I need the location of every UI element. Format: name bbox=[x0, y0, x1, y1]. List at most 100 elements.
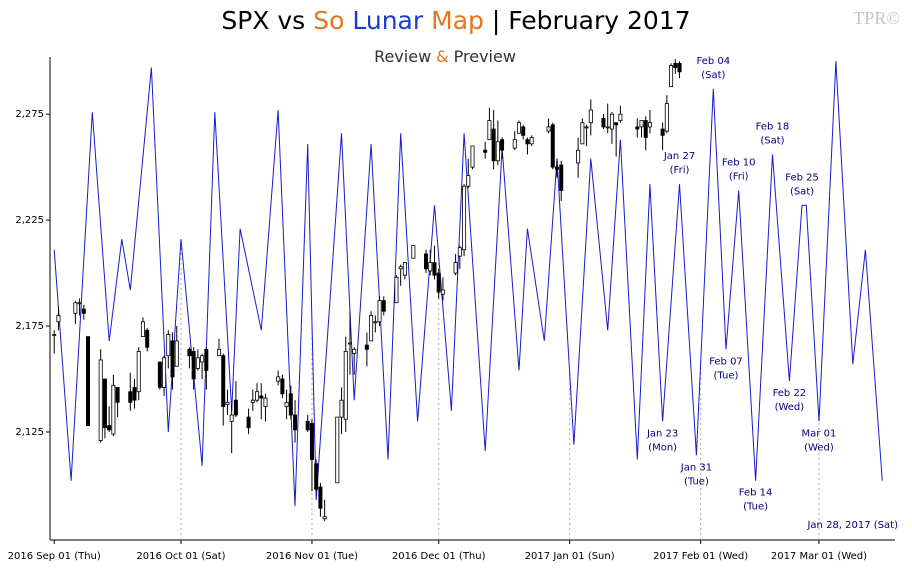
candle-body bbox=[609, 113, 614, 130]
y-tick-label: 2,175 bbox=[15, 321, 44, 332]
candle-body bbox=[394, 276, 399, 304]
annotation: Jan 27 bbox=[663, 151, 695, 162]
candle-body bbox=[487, 120, 492, 141]
x-tick-label: 2016 Oct 01 (Sat) bbox=[136, 551, 225, 562]
title-part: So bbox=[313, 6, 344, 35]
x-tick-label: 2016 Sep 01 (Thu) bbox=[8, 551, 101, 562]
candle-body bbox=[576, 149, 581, 164]
candle-body bbox=[233, 399, 238, 416]
subtitle-part: Review bbox=[374, 47, 431, 66]
candle-body bbox=[255, 391, 260, 401]
candle-body bbox=[381, 300, 386, 312]
x-tick-label: 2017 Jan 01 (Sun) bbox=[525, 551, 615, 562]
candle-body bbox=[369, 315, 374, 342]
candle-body bbox=[107, 425, 112, 431]
annotation: Feb 25 bbox=[785, 172, 819, 183]
candle-body bbox=[525, 139, 530, 145]
candle-body bbox=[145, 329, 150, 348]
candle-body bbox=[436, 272, 441, 293]
subtitle-part: & bbox=[436, 47, 448, 66]
candle-body bbox=[229, 414, 234, 422]
candle-body bbox=[483, 149, 488, 153]
candle-body bbox=[601, 118, 606, 128]
candle-body bbox=[516, 122, 521, 134]
x-tick-label: 2017 Feb 01 (Wed) bbox=[653, 551, 748, 562]
annotation-sub: (Sat) bbox=[790, 186, 814, 197]
watermark: TPR© bbox=[853, 8, 900, 28]
candle-body bbox=[250, 399, 255, 403]
candle-body bbox=[318, 486, 323, 509]
candle-body bbox=[288, 393, 293, 416]
candle-body bbox=[529, 137, 534, 145]
chart-subtitle: Review & Preview bbox=[374, 47, 516, 66]
candle-body bbox=[86, 336, 91, 427]
candle-body bbox=[221, 355, 226, 407]
candle-body bbox=[512, 139, 517, 149]
y-tick-label: 2,225 bbox=[15, 215, 44, 226]
candle-body bbox=[440, 289, 445, 295]
annotation-sub: (Tue) bbox=[684, 476, 709, 487]
candle-body bbox=[398, 266, 403, 270]
title-part: | February 2017 bbox=[492, 6, 691, 35]
candle-body bbox=[618, 113, 623, 121]
x-tick-label: 2017 Mar 01 (Wed) bbox=[771, 551, 867, 562]
candle-body bbox=[140, 321, 145, 338]
candle-body bbox=[614, 122, 619, 126]
candle-body bbox=[588, 109, 593, 124]
candle-body bbox=[132, 387, 137, 401]
candle-body bbox=[225, 401, 230, 405]
annotation: Feb 07 bbox=[709, 356, 743, 367]
candle-body bbox=[352, 348, 357, 354]
candle-body bbox=[521, 126, 526, 136]
candle-body bbox=[669, 65, 674, 88]
candle-body bbox=[411, 245, 416, 259]
annotation-sub: (Wed) bbox=[775, 402, 805, 413]
candle-body bbox=[259, 395, 264, 399]
candle-body bbox=[364, 344, 369, 350]
chart-title: SPX vs So Lunar Map | February 2017 bbox=[221, 6, 690, 35]
candle-body bbox=[162, 357, 167, 388]
candle-body bbox=[677, 62, 682, 73]
candle-body bbox=[170, 340, 175, 378]
candle-body bbox=[664, 103, 669, 132]
candle-body bbox=[470, 145, 475, 168]
annotation-sub: (Fri) bbox=[670, 165, 690, 176]
candle-body bbox=[111, 384, 116, 435]
annotation-sub: (Sat) bbox=[701, 70, 725, 81]
candle-body bbox=[402, 262, 407, 276]
candle-body bbox=[491, 128, 496, 162]
candle-body bbox=[187, 348, 192, 357]
candle-body bbox=[322, 516, 327, 520]
candle-body bbox=[102, 378, 107, 429]
annotation: Mar 01 bbox=[802, 428, 837, 439]
annotation-sub: (Tue) bbox=[743, 502, 768, 513]
candle-body bbox=[495, 141, 500, 162]
candle-body bbox=[216, 348, 221, 357]
candle-body bbox=[639, 120, 644, 128]
candle-body bbox=[284, 401, 289, 407]
title-part: Lunar bbox=[352, 6, 423, 35]
x-tick-label: 2016 Nov 01 (Tue) bbox=[266, 551, 358, 562]
footnote: Jan 28, 2017 (Sat) bbox=[806, 520, 898, 531]
candle-body bbox=[343, 351, 348, 420]
candle-body bbox=[200, 355, 205, 363]
candle-body bbox=[424, 253, 429, 270]
candle-body bbox=[466, 175, 471, 187]
candle-body bbox=[673, 62, 678, 68]
candle-body bbox=[373, 321, 378, 324]
candle-body bbox=[428, 262, 433, 272]
annotation: Jan 31 bbox=[680, 462, 712, 473]
candle-body bbox=[263, 397, 268, 407]
x-tick-label: 2016 Dec 01 (Thu) bbox=[392, 551, 486, 562]
candle-body bbox=[195, 357, 200, 369]
candle-body bbox=[77, 302, 82, 305]
candle-body bbox=[174, 340, 179, 367]
candle-body bbox=[335, 416, 340, 484]
candle-body bbox=[166, 334, 171, 357]
candle-body bbox=[280, 378, 285, 395]
candle-body bbox=[457, 247, 462, 257]
candle-body bbox=[643, 120, 648, 138]
candle-body bbox=[305, 420, 310, 431]
candle-body bbox=[605, 126, 610, 129]
